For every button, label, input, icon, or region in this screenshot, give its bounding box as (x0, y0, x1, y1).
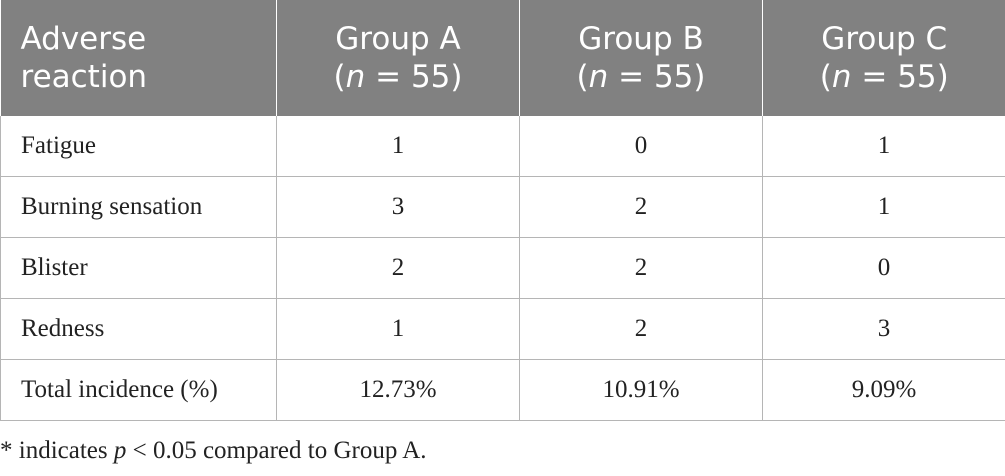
row-label: Blister (0, 237, 277, 299)
cell-group-b: 2 (519, 176, 763, 238)
header-group-a-n-prefix: ( (333, 59, 346, 95)
cell-group-a: 1 (276, 298, 520, 360)
header-group-b-name: Group B (578, 21, 704, 57)
cell-group-b: 2 (519, 298, 763, 360)
header-group-c: Group C (n = 55) (762, 0, 1005, 116)
header-group-b-n: (n = 55) (520, 58, 762, 96)
row-label: Redness (0, 298, 277, 360)
cell-group-a: 1 (276, 116, 520, 177)
header-group-c-n-symbol: n (831, 59, 852, 95)
cell-group-c: 9.09% (762, 359, 1005, 421)
table-row-total-incidence: Total incidence (%) 12.73% 10.91% 9.09% (0, 359, 1005, 421)
row-label: Burning sensation (0, 176, 277, 238)
header-group-a-n: (n = 55) (277, 58, 519, 96)
header-group-b-n-suffix: = 55) (608, 59, 706, 95)
row-label: Total incidence (%) (0, 359, 277, 421)
header-row: Adverse reaction Group A (n = 55) Group … (0, 0, 1005, 116)
table-footnote: * indicates p < 0.05 compared to Group A… (0, 437, 427, 465)
table-row-blister: Blister 2 2 0 (0, 237, 1005, 299)
table-header: Adverse reaction Group A (n = 55) Group … (0, 0, 1005, 116)
header-group-b-n-prefix: ( (576, 59, 589, 95)
cell-group-c: 1 (762, 176, 1005, 238)
footnote-p-symbol: p (113, 437, 127, 464)
cell-group-a: 3 (276, 176, 520, 238)
header-adverse-reaction-line2: reaction (20, 59, 148, 95)
table-body: Fatigue 1 0 1 Burning sensation 3 2 1 Bl… (0, 116, 1005, 421)
cell-group-b: 10.91% (519, 359, 763, 421)
cell-group-c: 1 (762, 116, 1005, 177)
table-row-fatigue: Fatigue 1 0 1 (0, 116, 1005, 177)
table-row-burning-sensation: Burning sensation 3 2 1 (0, 176, 1005, 238)
header-group-c-n-prefix: ( (819, 59, 832, 95)
cell-group-b: 2 (519, 237, 763, 299)
header-group-a-n-suffix: = 55) (365, 59, 463, 95)
header-group-b-n-symbol: n (588, 59, 609, 95)
footnote-suffix: < 0.05 compared to Group A. (126, 437, 427, 464)
table-row-redness: Redness 1 2 3 (0, 298, 1005, 360)
cell-group-b: 0 (519, 116, 763, 177)
header-group-c-name: Group C (821, 21, 948, 57)
header-group-a-name: Group A (335, 21, 461, 57)
header-group-a: Group A (n = 55) (276, 0, 520, 116)
header-group-c-n-suffix: = 55) (851, 59, 949, 95)
cell-group-a: 12.73% (276, 359, 520, 421)
adverse-reaction-table-container: Adverse reaction Group A (n = 55) Group … (0, 0, 1005, 421)
footnote-prefix: * indicates (0, 437, 114, 464)
row-label: Fatigue (0, 116, 277, 177)
header-adverse-reaction-line1: Adverse (20, 21, 147, 57)
header-adverse-reaction: Adverse reaction (0, 0, 277, 116)
header-group-a-n-symbol: n (345, 59, 366, 95)
cell-group-c: 0 (762, 237, 1005, 299)
cell-group-a: 2 (276, 237, 520, 299)
adverse-reaction-table: Adverse reaction Group A (n = 55) Group … (0, 0, 1005, 421)
header-group-b: Group B (n = 55) (519, 0, 763, 116)
header-group-c-n: (n = 55) (763, 58, 1005, 96)
cell-group-c: 3 (762, 298, 1005, 360)
